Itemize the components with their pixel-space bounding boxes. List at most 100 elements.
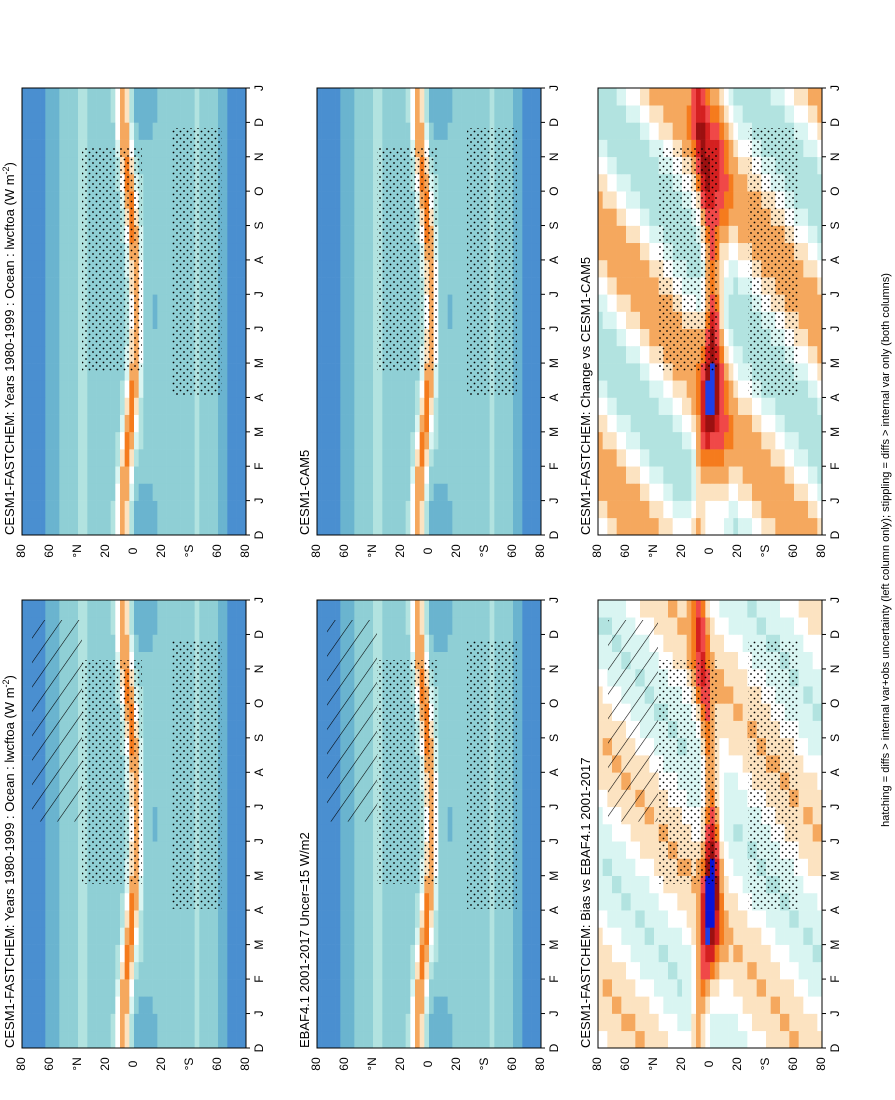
heatmap-cell <box>438 242 444 261</box>
heatmap-cell <box>87 397 93 415</box>
heatmap-cell <box>138 397 144 415</box>
heatmap-cell <box>424 414 430 433</box>
heatmap-cell <box>443 191 448 209</box>
heatmap-cell <box>508 617 514 635</box>
heatmap-cell <box>157 686 163 704</box>
heatmap-cell <box>236 517 242 536</box>
heatmap-cell <box>391 380 397 398</box>
heatmap-cell <box>241 806 247 825</box>
heatmap-cell <box>92 979 97 997</box>
heatmap-cell <box>26 720 32 739</box>
heatmap-cell <box>190 927 195 945</box>
heatmap-cell <box>236 242 242 261</box>
heatmap-cell <box>120 634 125 652</box>
heatmap-cell <box>359 1030 364 1049</box>
heatmap-cell <box>527 600 532 618</box>
heatmap-cell <box>73 1013 79 1032</box>
heatmap-cell <box>326 824 332 842</box>
heatmap-cell <box>73 191 79 209</box>
heatmap-cell <box>87 105 93 123</box>
heatmap-cell <box>218 617 223 635</box>
heatmap-cell <box>96 431 102 450</box>
heatmap-cell <box>345 961 350 980</box>
heatmap-cell <box>22 944 27 963</box>
heatmap-cell <box>68 1030 74 1049</box>
heatmap-cell <box>461 944 467 963</box>
heatmap-cell <box>171 617 177 635</box>
heatmap-cell <box>54 225 60 244</box>
heatmap-cell <box>143 841 149 859</box>
heatmap-cell <box>31 910 37 928</box>
heatmap-cell <box>45 328 51 347</box>
heatmap-cell <box>438 397 444 415</box>
heatmap-cell <box>331 191 336 209</box>
heatmap-cell <box>143 892 149 911</box>
lat-tick-label: °N <box>70 1057 84 1070</box>
heatmap-cell <box>45 363 51 381</box>
heatmap-cell <box>162 483 167 501</box>
heatmap-cell <box>513 414 518 433</box>
heatmap-cell <box>45 1013 51 1032</box>
heatmap-cell <box>452 737 458 756</box>
heatmap-cell <box>143 191 149 209</box>
heatmap-cell <box>26 466 32 484</box>
heatmap-cell <box>452 858 458 876</box>
heatmap-cell <box>391 449 397 467</box>
heatmap-cell <box>40 517 46 536</box>
heatmap-cell <box>96 449 102 467</box>
heatmap-cell <box>218 1030 223 1049</box>
heatmap-cell <box>106 500 111 519</box>
heatmap-cell <box>222 651 228 670</box>
heatmap-cell <box>522 380 528 398</box>
heatmap-cell <box>227 397 233 415</box>
heatmap-cell <box>96 892 102 911</box>
heatmap-cell <box>317 668 322 687</box>
heatmap-cell <box>152 737 158 756</box>
heatmap-cell <box>171 431 177 450</box>
heatmap-cell <box>82 517 88 536</box>
heatmap-cell <box>373 311 378 329</box>
heatmap-cell <box>489 979 495 997</box>
heatmap-cell <box>531 789 537 808</box>
heatmap-cell <box>466 979 472 997</box>
heatmap-cell <box>475 397 481 415</box>
heatmap-cell <box>185 483 191 501</box>
heatmap-cell <box>321 703 327 721</box>
heatmap-cell <box>54 944 60 963</box>
heatmap-cell <box>64 225 69 244</box>
heatmap-cell <box>138 363 144 381</box>
heatmap-cell <box>232 996 237 1014</box>
heatmap-cell <box>190 996 195 1014</box>
heatmap-cell <box>475 600 481 618</box>
heatmap-cell <box>331 397 336 415</box>
heatmap-cell <box>349 294 355 312</box>
heatmap-cell <box>232 414 237 433</box>
heatmap-cell <box>326 1030 332 1049</box>
heatmap-cell <box>443 841 448 859</box>
heatmap-cell <box>143 651 149 670</box>
heatmap-cell <box>166 363 172 381</box>
heatmap-cell <box>232 517 237 536</box>
heatmap-cell <box>82 1030 88 1049</box>
heatmap-cell <box>124 910 130 928</box>
heatmap-cell <box>78 996 83 1014</box>
heatmap-cell <box>59 875 65 894</box>
heatmap-cell <box>64 363 69 381</box>
heatmap-cell <box>40 173 46 192</box>
heatmap-cell <box>232 858 237 876</box>
heatmap-cell <box>218 500 223 519</box>
heatmap-cell <box>143 979 149 997</box>
heatmap-cell <box>31 841 37 859</box>
heatmap-cell <box>438 996 444 1014</box>
heatmap-cell <box>480 397 486 415</box>
heatmap-cell <box>54 259 60 278</box>
heatmap-cell <box>40 156 46 175</box>
heatmap-cell <box>424 996 430 1014</box>
heatmap-cell <box>368 363 374 381</box>
heatmap-cell <box>443 651 448 670</box>
heatmap-cell <box>157 225 163 244</box>
heatmap-cell <box>471 431 476 450</box>
heatmap-cell <box>22 686 27 704</box>
heatmap-cell <box>148 824 153 842</box>
heatmap-cell <box>59 600 65 618</box>
